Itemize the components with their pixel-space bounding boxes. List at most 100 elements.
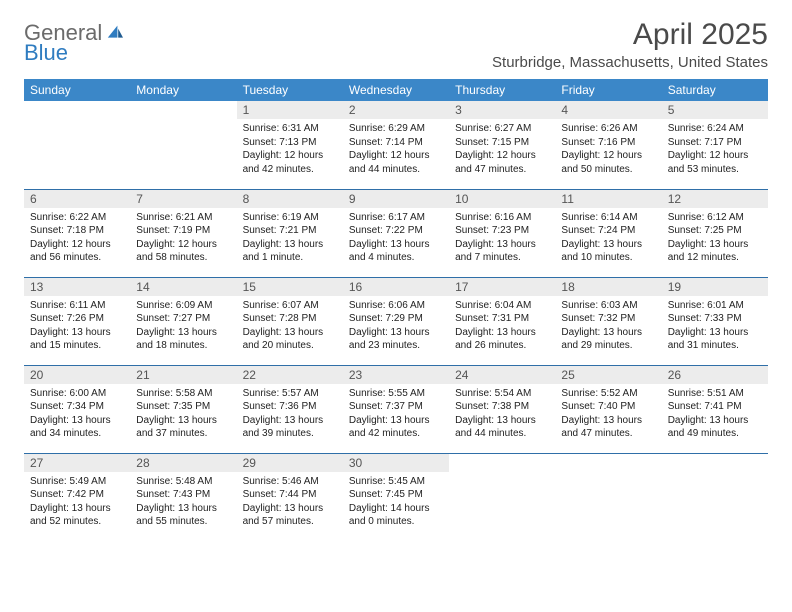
title-block: April 2025 Sturbridge, Massachusetts, Un…	[492, 18, 768, 71]
day-number: 22	[237, 366, 343, 384]
calendar-day-cell: 30Sunrise: 5:45 AMSunset: 7:45 PMDayligh…	[343, 453, 449, 541]
day-details: Sunrise: 5:51 AMSunset: 7:41 PMDaylight:…	[662, 384, 768, 445]
day-details: Sunrise: 6:01 AMSunset: 7:33 PMDaylight:…	[662, 296, 768, 357]
day-number: 7	[130, 190, 236, 208]
day-number: 11	[555, 190, 661, 208]
day-number: 2	[343, 101, 449, 119]
calendar-day-cell: 8Sunrise: 6:19 AMSunset: 7:21 PMDaylight…	[237, 189, 343, 277]
day-details: Sunrise: 6:31 AMSunset: 7:13 PMDaylight:…	[237, 119, 343, 180]
day-details: Sunrise: 6:27 AMSunset: 7:15 PMDaylight:…	[449, 119, 555, 180]
day-number: 25	[555, 366, 661, 384]
weekday-header-row: Sunday Monday Tuesday Wednesday Thursday…	[24, 79, 768, 101]
day-details: Sunrise: 5:49 AMSunset: 7:42 PMDaylight:…	[24, 472, 130, 533]
calendar-day-cell: 21Sunrise: 5:58 AMSunset: 7:35 PMDayligh…	[130, 365, 236, 453]
calendar-day-cell: 15Sunrise: 6:07 AMSunset: 7:28 PMDayligh…	[237, 277, 343, 365]
day-details: Sunrise: 6:04 AMSunset: 7:31 PMDaylight:…	[449, 296, 555, 357]
calendar-day-cell: ..	[662, 453, 768, 541]
day-details: Sunrise: 5:52 AMSunset: 7:40 PMDaylight:…	[555, 384, 661, 445]
day-details: Sunrise: 6:11 AMSunset: 7:26 PMDaylight:…	[24, 296, 130, 357]
calendar-week-row: ....1Sunrise: 6:31 AMSunset: 7:13 PMDayl…	[24, 101, 768, 189]
calendar-day-cell: 10Sunrise: 6:16 AMSunset: 7:23 PMDayligh…	[449, 189, 555, 277]
day-number: 27	[24, 454, 130, 472]
calendar-day-cell: 26Sunrise: 5:51 AMSunset: 7:41 PMDayligh…	[662, 365, 768, 453]
calendar-day-cell: 19Sunrise: 6:01 AMSunset: 7:33 PMDayligh…	[662, 277, 768, 365]
logo-sail-icon	[105, 24, 125, 44]
day-details: Sunrise: 6:09 AMSunset: 7:27 PMDaylight:…	[130, 296, 236, 357]
calendar-day-cell: 16Sunrise: 6:06 AMSunset: 7:29 PMDayligh…	[343, 277, 449, 365]
calendar-day-cell: 5Sunrise: 6:24 AMSunset: 7:17 PMDaylight…	[662, 101, 768, 189]
day-details: Sunrise: 5:58 AMSunset: 7:35 PMDaylight:…	[130, 384, 236, 445]
calendar-day-cell: 22Sunrise: 5:57 AMSunset: 7:36 PMDayligh…	[237, 365, 343, 453]
header: GeneralBlue April 2025 Sturbridge, Massa…	[24, 18, 768, 71]
day-details: Sunrise: 6:22 AMSunset: 7:18 PMDaylight:…	[24, 208, 130, 269]
calendar-day-cell: 27Sunrise: 5:49 AMSunset: 7:42 PMDayligh…	[24, 453, 130, 541]
calendar-day-cell: 2Sunrise: 6:29 AMSunset: 7:14 PMDaylight…	[343, 101, 449, 189]
day-number: 24	[449, 366, 555, 384]
weekday-header: Monday	[130, 79, 236, 101]
day-number: 19	[662, 278, 768, 296]
calendar-week-row: 13Sunrise: 6:11 AMSunset: 7:26 PMDayligh…	[24, 277, 768, 365]
calendar-day-cell: 25Sunrise: 5:52 AMSunset: 7:40 PMDayligh…	[555, 365, 661, 453]
day-number: 4	[555, 101, 661, 119]
calendar-day-cell: 23Sunrise: 5:55 AMSunset: 7:37 PMDayligh…	[343, 365, 449, 453]
day-number: 28	[130, 454, 236, 472]
day-number: 13	[24, 278, 130, 296]
day-number: 12	[662, 190, 768, 208]
calendar-day-cell: ..	[24, 101, 130, 189]
calendar-day-cell: 17Sunrise: 6:04 AMSunset: 7:31 PMDayligh…	[449, 277, 555, 365]
day-number: 17	[449, 278, 555, 296]
day-details: Sunrise: 6:12 AMSunset: 7:25 PMDaylight:…	[662, 208, 768, 269]
day-details: Sunrise: 6:29 AMSunset: 7:14 PMDaylight:…	[343, 119, 449, 180]
day-details: Sunrise: 6:21 AMSunset: 7:19 PMDaylight:…	[130, 208, 236, 269]
weekday-header: Friday	[555, 79, 661, 101]
day-details: Sunrise: 6:03 AMSunset: 7:32 PMDaylight:…	[555, 296, 661, 357]
calendar-day-cell: ..	[130, 101, 236, 189]
month-title: April 2025	[492, 18, 768, 52]
day-details: Sunrise: 6:06 AMSunset: 7:29 PMDaylight:…	[343, 296, 449, 357]
calendar-day-cell: 1Sunrise: 6:31 AMSunset: 7:13 PMDaylight…	[237, 101, 343, 189]
location-text: Sturbridge, Massachusetts, United States	[492, 54, 768, 71]
calendar-day-cell: 11Sunrise: 6:14 AMSunset: 7:24 PMDayligh…	[555, 189, 661, 277]
logo: GeneralBlue	[24, 22, 125, 64]
calendar-day-cell: 14Sunrise: 6:09 AMSunset: 7:27 PMDayligh…	[130, 277, 236, 365]
calendar-day-cell: 13Sunrise: 6:11 AMSunset: 7:26 PMDayligh…	[24, 277, 130, 365]
calendar-page: GeneralBlue April 2025 Sturbridge, Massa…	[0, 0, 792, 559]
day-details: Sunrise: 6:17 AMSunset: 7:22 PMDaylight:…	[343, 208, 449, 269]
day-number: 18	[555, 278, 661, 296]
calendar-day-cell: 18Sunrise: 6:03 AMSunset: 7:32 PMDayligh…	[555, 277, 661, 365]
weekday-header: Saturday	[662, 79, 768, 101]
calendar-day-cell: 7Sunrise: 6:21 AMSunset: 7:19 PMDaylight…	[130, 189, 236, 277]
calendar-week-row: 27Sunrise: 5:49 AMSunset: 7:42 PMDayligh…	[24, 453, 768, 541]
calendar-week-row: 20Sunrise: 6:00 AMSunset: 7:34 PMDayligh…	[24, 365, 768, 453]
day-details: Sunrise: 6:26 AMSunset: 7:16 PMDaylight:…	[555, 119, 661, 180]
calendar-day-cell: ..	[449, 453, 555, 541]
day-details: Sunrise: 6:19 AMSunset: 7:21 PMDaylight:…	[237, 208, 343, 269]
calendar-day-cell: 24Sunrise: 5:54 AMSunset: 7:38 PMDayligh…	[449, 365, 555, 453]
day-number: 23	[343, 366, 449, 384]
day-number: 20	[24, 366, 130, 384]
day-number: 14	[130, 278, 236, 296]
day-details: Sunrise: 5:57 AMSunset: 7:36 PMDaylight:…	[237, 384, 343, 445]
calendar-day-cell: ..	[555, 453, 661, 541]
day-details: Sunrise: 6:00 AMSunset: 7:34 PMDaylight:…	[24, 384, 130, 445]
day-number: 10	[449, 190, 555, 208]
day-details: Sunrise: 5:55 AMSunset: 7:37 PMDaylight:…	[343, 384, 449, 445]
day-number: 26	[662, 366, 768, 384]
calendar-day-cell: 6Sunrise: 6:22 AMSunset: 7:18 PMDaylight…	[24, 189, 130, 277]
weekday-header: Sunday	[24, 79, 130, 101]
calendar-day-cell: 3Sunrise: 6:27 AMSunset: 7:15 PMDaylight…	[449, 101, 555, 189]
day-number: 8	[237, 190, 343, 208]
day-number: 1	[237, 101, 343, 119]
logo-text-blue: Blue	[24, 42, 125, 64]
calendar-day-cell: 20Sunrise: 6:00 AMSunset: 7:34 PMDayligh…	[24, 365, 130, 453]
day-number: 6	[24, 190, 130, 208]
calendar-day-cell: 29Sunrise: 5:46 AMSunset: 7:44 PMDayligh…	[237, 453, 343, 541]
calendar-day-cell: 28Sunrise: 5:48 AMSunset: 7:43 PMDayligh…	[130, 453, 236, 541]
day-details: Sunrise: 5:45 AMSunset: 7:45 PMDaylight:…	[343, 472, 449, 533]
day-number: 3	[449, 101, 555, 119]
day-details: Sunrise: 6:16 AMSunset: 7:23 PMDaylight:…	[449, 208, 555, 269]
day-number: 15	[237, 278, 343, 296]
day-details: Sunrise: 6:14 AMSunset: 7:24 PMDaylight:…	[555, 208, 661, 269]
day-details: Sunrise: 5:48 AMSunset: 7:43 PMDaylight:…	[130, 472, 236, 533]
weekday-header: Wednesday	[343, 79, 449, 101]
